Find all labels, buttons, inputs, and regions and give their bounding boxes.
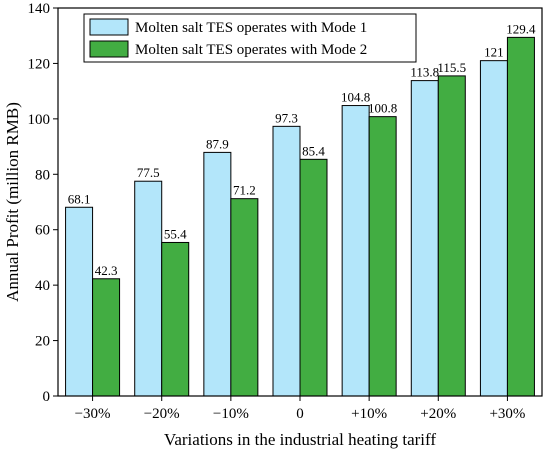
data-label-1-3: 87.9 [206, 136, 229, 151]
bars-layer [65, 36, 535, 397]
legend-label-2: Molten salt TES operates with Mode 2 [135, 42, 367, 58]
y-tick-label: 0 [43, 389, 51, 405]
data-label-2-5: 100.8 [368, 101, 397, 116]
x-tick-label: +30% [489, 406, 525, 422]
data-label-1-5: 104.8 [341, 90, 370, 105]
bar-2-4 [299, 158, 328, 397]
bar-2-3 [230, 198, 259, 397]
bar-2-7 [506, 36, 535, 397]
y-tick-label: 60 [35, 223, 50, 239]
bar-2-1 [92, 278, 121, 397]
bar-1-5 [341, 105, 370, 397]
x-tick-label: +20% [420, 406, 456, 422]
data-label-1-6: 113.8 [410, 65, 439, 80]
axes-layer: 0 20 40 60 80 100 120 140 −30% −20% −10% 0 +10% +20% +… [28, 1, 543, 422]
y-tick-label: 100 [28, 112, 51, 128]
y-axis-title: Annual Profit (million RMB) [3, 102, 22, 302]
bar-1-2 [134, 180, 163, 397]
y-tick-label: 20 [35, 334, 50, 350]
legend: Molten salt TES operates with Mode 1 Molt… [83, 13, 417, 63]
y-tick-label: 120 [28, 56, 51, 72]
legend-swatch-1 [89, 18, 129, 36]
data-label-2-1: 42.3 [95, 263, 118, 278]
data-label-2-2: 55.4 [164, 226, 187, 241]
bar-2-6 [437, 75, 466, 397]
legend-swatch-2 [89, 40, 129, 58]
bar-1-3 [203, 151, 232, 397]
bar-1-4 [272, 125, 301, 397]
data-label-1-1: 68.1 [68, 191, 91, 206]
bar-2-2 [161, 241, 190, 397]
data-label-1-7: 121 [484, 45, 504, 60]
x-axis-title: Variations in the industrial heating tar… [164, 430, 436, 449]
bar-2-5 [368, 116, 397, 397]
legend-box [83, 13, 417, 63]
bar-1-6 [410, 80, 439, 397]
data-label-2-4: 85.4 [302, 143, 325, 158]
y-tick-label: 40 [35, 278, 50, 294]
data-label-2-3: 71.2 [233, 183, 256, 198]
bar-1-1 [65, 206, 94, 397]
y-tick-label: 80 [35, 167, 50, 183]
x-tick-label: 0 [296, 406, 304, 422]
x-tick-label: +10% [351, 406, 387, 422]
y-tick-label: 140 [28, 1, 51, 17]
bar-1-7 [479, 60, 508, 397]
x-tick-label: −30% [75, 406, 111, 422]
x-tick-label: −10% [213, 406, 249, 422]
data-label-1-2: 77.5 [137, 165, 160, 180]
data-label-2-6: 115.5 [437, 60, 466, 75]
data-label-1-4: 97.3 [275, 110, 298, 125]
legend-label-1: Molten salt TES operates with Mode 1 [135, 20, 367, 36]
data-label-2-7: 129.4 [506, 21, 536, 36]
x-tick-label: −20% [144, 406, 180, 422]
data-labels-layer: 68.1 42.3 77.5 55.4 87.9 71.2 97.3 85.4 104.8100… [68, 21, 536, 277]
